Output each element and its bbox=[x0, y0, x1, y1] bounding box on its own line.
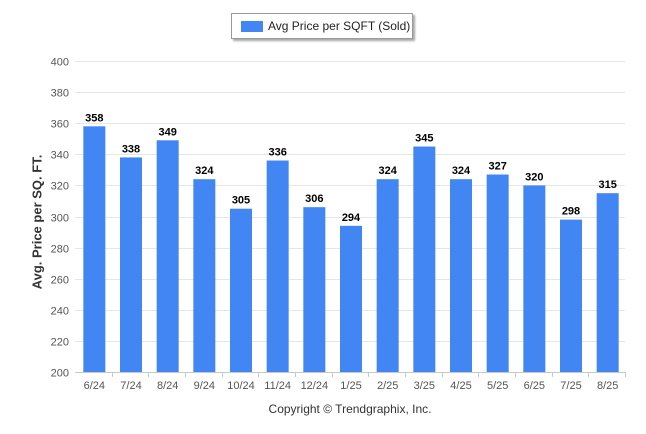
bar bbox=[83, 126, 106, 372]
data-label: 336 bbox=[268, 147, 286, 159]
legend-swatch bbox=[241, 21, 263, 32]
data-label: 315 bbox=[598, 179, 616, 191]
x-tick-label: 12/24 bbox=[301, 380, 329, 392]
x-tick-label: 10/24 bbox=[227, 380, 255, 392]
y-tick-label: 360 bbox=[51, 119, 69, 131]
y-tick-label: 400 bbox=[51, 57, 69, 69]
bar bbox=[486, 174, 509, 372]
bar bbox=[340, 225, 362, 372]
data-label: 298 bbox=[562, 206, 580, 218]
data-label: 294 bbox=[342, 212, 361, 224]
data-label: 345 bbox=[415, 133, 433, 145]
bar bbox=[120, 157, 142, 372]
y-tick-label: 380 bbox=[51, 88, 69, 100]
y-tick-label: 240 bbox=[51, 306, 69, 318]
data-label: 305 bbox=[232, 195, 250, 207]
y-tick-label: 260 bbox=[51, 275, 69, 287]
x-tick-label: 3/25 bbox=[414, 380, 435, 392]
x-tick-label: 8/25 bbox=[597, 380, 618, 392]
data-label: 327 bbox=[488, 161, 506, 173]
x-tick-label: 8/24 bbox=[157, 380, 178, 392]
data-label: 324 bbox=[195, 165, 214, 177]
chart-legend: Avg Price per SQFT (Sold) bbox=[231, 13, 413, 39]
data-label: 324 bbox=[452, 165, 471, 177]
x-tick-label: 7/25 bbox=[560, 380, 581, 392]
bar bbox=[413, 146, 436, 372]
data-label: 320 bbox=[525, 171, 543, 183]
bar bbox=[193, 179, 216, 372]
x-tick-label: 4/25 bbox=[450, 380, 471, 392]
x-tick-label: 2/25 bbox=[377, 380, 398, 392]
bar bbox=[230, 208, 252, 372]
legend-label: Avg Price per SQFT (Sold) bbox=[268, 19, 411, 33]
x-tick-label: 1/25 bbox=[340, 380, 361, 392]
x-tick-label: 9/24 bbox=[194, 380, 215, 392]
y-tick-label: 300 bbox=[51, 213, 69, 225]
data-label: 349 bbox=[158, 126, 176, 138]
y-tick-label: 220 bbox=[51, 337, 69, 349]
bar bbox=[376, 179, 399, 372]
data-label: 306 bbox=[305, 193, 323, 205]
copyright-text: Copyright © Trendgraphix, Inc. bbox=[268, 402, 432, 416]
y-tick-label: 320 bbox=[51, 181, 69, 193]
data-label: 358 bbox=[85, 112, 103, 124]
bar bbox=[596, 193, 619, 372]
data-label: 338 bbox=[122, 143, 140, 155]
bar bbox=[156, 140, 179, 372]
bar bbox=[303, 207, 326, 372]
data-label: 324 bbox=[378, 165, 397, 177]
x-tick-label: 6/24 bbox=[84, 380, 105, 392]
y-tick-label: 280 bbox=[51, 244, 69, 256]
bar bbox=[523, 185, 546, 372]
bar bbox=[266, 160, 289, 372]
y-tick-label: 340 bbox=[51, 150, 69, 162]
bar bbox=[560, 219, 582, 372]
y-tick-label: 200 bbox=[51, 368, 69, 380]
x-tick-label: 11/24 bbox=[264, 380, 291, 392]
x-tick-label: 6/25 bbox=[524, 380, 545, 392]
x-tick-label: 7/24 bbox=[120, 380, 141, 392]
x-tick-label: 5/25 bbox=[487, 380, 508, 392]
bar bbox=[450, 179, 472, 372]
